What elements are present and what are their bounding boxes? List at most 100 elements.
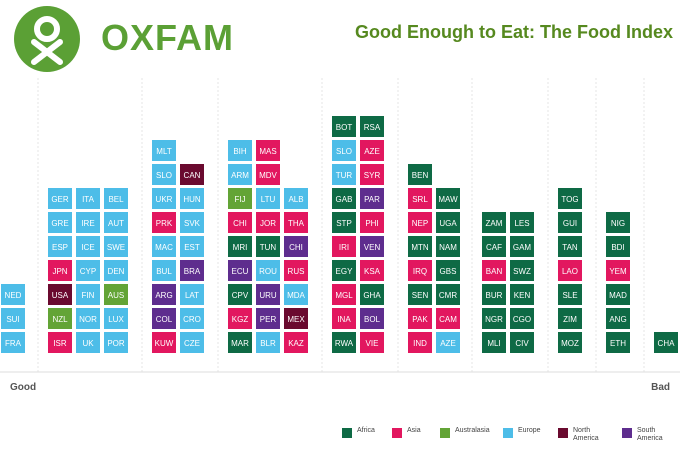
country-cell-label: FIJ <box>234 195 245 204</box>
country-cell-slo: SLO <box>332 140 356 161</box>
country-cell-eth: ETH <box>606 332 630 353</box>
country-cell-rect <box>332 140 356 161</box>
country-cell-gui: GUI <box>558 212 582 233</box>
country-cell-rwa: RWA <box>332 332 356 353</box>
country-cell-label: GHA <box>363 291 381 300</box>
country-cell-label: MGL <box>335 291 353 300</box>
country-cell-gha: GHA <box>360 284 384 305</box>
country-cell-chi: CHI <box>228 212 252 233</box>
country-cell-aze: AZE <box>436 332 460 353</box>
country-cell-cha: CHA <box>654 332 678 353</box>
country-cell-rect <box>408 284 432 305</box>
country-cell-rect <box>256 212 280 233</box>
legend-label: Europe <box>518 427 541 434</box>
country-cell-rect <box>76 332 100 353</box>
country-cell-mar: MAR <box>228 332 252 353</box>
country-cell-rect <box>284 212 308 233</box>
country-cell-tog: TOG <box>558 188 582 209</box>
country-cell-srl: SRL <box>408 188 432 209</box>
country-cell-ice: ICE <box>76 236 100 257</box>
country-cell-label: TAN <box>562 243 578 252</box>
country-cell-rect <box>152 236 176 257</box>
country-cell-label: YEM <box>609 267 627 276</box>
country-cell-rect <box>284 308 308 329</box>
country-cell-label: GAM <box>513 243 532 252</box>
country-cell-rect <box>558 188 582 209</box>
axis-label-bad: Bad <box>651 382 670 393</box>
country-cell-label: NAM <box>439 243 457 252</box>
country-cell-label: CPV <box>232 291 249 300</box>
country-cell-rus: RUS <box>284 260 308 281</box>
country-cell-fin: FIN <box>76 284 100 305</box>
country-cell-label: NGR <box>485 315 503 324</box>
country-cell-hun: HUN <box>180 188 204 209</box>
country-cell-label: KSA <box>364 267 381 276</box>
country-cell-kaz: KAZ <box>284 332 308 353</box>
country-cell-irq: IRQ <box>408 260 432 281</box>
country-cell-label: AUT <box>108 219 124 228</box>
country-cell-les: LES <box>510 212 534 233</box>
country-cell-tha: THA <box>284 212 308 233</box>
country-cell-label: EGY <box>336 267 354 276</box>
country-cell-cro: CRO <box>180 308 204 329</box>
country-cell-jpn: JPN <box>48 260 72 281</box>
country-cell-caf: CAF <box>482 236 506 257</box>
country-cell-rect <box>558 212 582 233</box>
legend-item-africa: Africa <box>342 427 397 438</box>
country-cell-rou: ROU <box>256 260 280 281</box>
country-cell-arm: ARM <box>228 164 252 185</box>
country-cell-rect <box>180 260 204 281</box>
country-cell-rect <box>510 308 534 329</box>
country-cell-label: MAD <box>609 291 627 300</box>
country-cell-rect <box>510 236 534 257</box>
country-cell-rect <box>228 260 252 281</box>
country-cell-label: MEX <box>287 315 305 324</box>
country-cell-label: SYR <box>364 171 381 180</box>
oxfam-logo-icon <box>14 6 80 72</box>
country-cell-rect <box>510 332 534 353</box>
country-cell-rect <box>558 236 582 257</box>
country-cell-label: PAR <box>364 195 380 204</box>
country-cell-bur: BUR <box>482 284 506 305</box>
country-cell-rect <box>180 308 204 329</box>
country-cell-rect <box>76 260 100 281</box>
country-cell-rect <box>48 308 72 329</box>
country-cell-label: TUN <box>260 243 277 252</box>
country-cell-fra: FRA <box>1 332 25 353</box>
country-cell-isr: ISR <box>48 332 72 353</box>
country-cell-rect <box>606 236 630 257</box>
country-cell-rect <box>152 284 176 305</box>
country-cell-col: COL <box>152 308 176 329</box>
country-cell-rect <box>482 260 506 281</box>
country-cell-rect <box>482 236 506 257</box>
country-cell-rect <box>360 284 384 305</box>
country-cell-label: SRL <box>412 195 428 204</box>
country-cell-label: BLR <box>260 339 276 348</box>
country-cell-rect <box>1 308 25 329</box>
country-cell-rect <box>48 236 72 257</box>
country-cell-rect <box>436 236 460 257</box>
country-cell-bra: BRA <box>180 260 204 281</box>
country-cell-rect <box>482 284 506 305</box>
country-cell-label: BUL <box>156 267 172 276</box>
country-cell-rect <box>228 188 252 209</box>
country-cell-label: CAF <box>486 243 502 252</box>
country-cell-rect <box>284 332 308 353</box>
country-cell-rect <box>284 260 308 281</box>
oxfam-figure-icon <box>31 16 63 65</box>
country-cell-rect <box>152 260 176 281</box>
country-cell-bot: BOT <box>332 116 356 137</box>
country-cell-label: BIH <box>233 147 247 156</box>
country-cell-rect <box>256 236 280 257</box>
country-cell-mad: MAD <box>606 284 630 305</box>
country-cell-stp: STP <box>332 212 356 233</box>
country-cell-rect <box>408 212 432 233</box>
country-cell-rect <box>104 260 128 281</box>
country-cell-label: SVK <box>184 219 201 228</box>
country-cell-rect <box>104 284 128 305</box>
country-cell-rect <box>48 260 72 281</box>
country-cell-rect <box>256 140 280 161</box>
country-cell-label: SEN <box>412 291 429 300</box>
country-cell-est: EST <box>180 236 204 257</box>
country-cell-label: CZE <box>184 339 200 348</box>
